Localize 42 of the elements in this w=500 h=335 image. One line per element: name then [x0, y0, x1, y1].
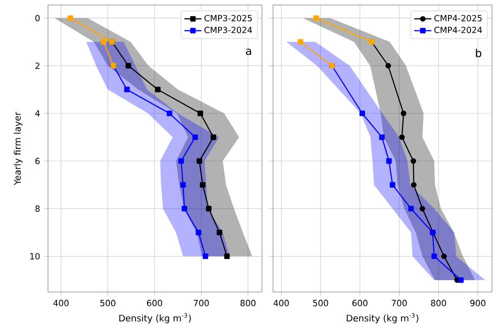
point — [420, 206, 426, 212]
point — [385, 62, 391, 68]
annotation: a — [246, 48, 252, 56]
x-axis-title: Density (kg m$^{-3}$) — [119, 313, 191, 324]
legend-label: CMP4-2024 — [434, 26, 482, 34]
point — [400, 110, 406, 116]
point — [441, 254, 447, 260]
x-tick-label: 500 — [313, 300, 328, 306]
legend-label: CMP3-2025 — [204, 14, 252, 22]
point — [408, 206, 414, 212]
point — [411, 182, 417, 188]
y-tick-label: 0 — [35, 14, 40, 22]
x-tick-label: 400 — [274, 300, 289, 306]
point — [390, 182, 396, 188]
point — [360, 110, 366, 116]
y-tick-label: 8 — [35, 205, 40, 212]
y-tick-label: 2 — [35, 62, 40, 69]
annotation: b — [476, 48, 482, 58]
x-tick-label: 700 — [392, 300, 407, 306]
x-tick-label: 500 — [100, 300, 116, 306]
point — [431, 254, 437, 260]
point — [410, 158, 416, 164]
x-tick-label: 600 — [352, 300, 368, 306]
x-tick-label: 400 — [53, 300, 69, 306]
x-axis-title: Density (kg m$^{-3}$) — [346, 313, 418, 324]
legend-label: CMP3-2024 — [204, 26, 252, 34]
x-tick-label: 700 — [194, 300, 209, 306]
point — [386, 158, 392, 164]
y-tick-label: 6 — [35, 158, 40, 164]
x-tick-label: 800 — [240, 300, 256, 306]
y-tick-label: 4 — [35, 110, 40, 116]
point — [399, 134, 405, 140]
point — [298, 39, 304, 45]
y-axis-title: Yearly firm layer — [14, 112, 23, 186]
legend-label: CMP4-2025 — [434, 14, 482, 22]
x-tick-label: 900 — [470, 300, 486, 306]
x-tick-label: 800 — [431, 300, 446, 306]
point — [314, 15, 319, 21]
y-tick-label: 10 — [30, 253, 40, 260]
point — [458, 277, 464, 283]
x-tick-label: 600 — [147, 300, 162, 306]
point — [379, 134, 385, 140]
